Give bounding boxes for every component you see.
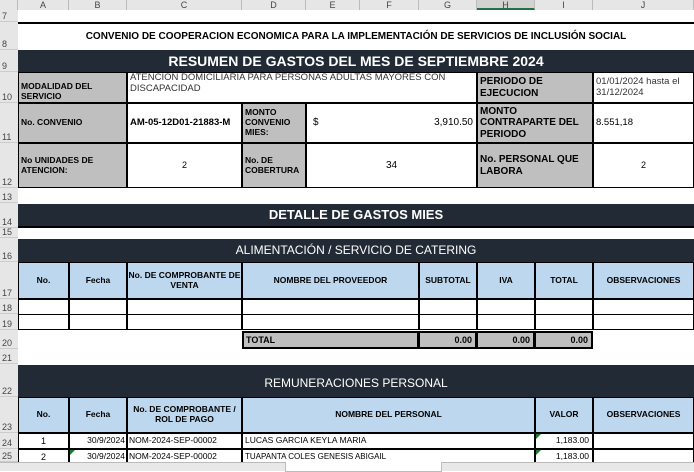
cell[interactable] xyxy=(419,314,477,330)
cell[interactable] xyxy=(242,314,419,330)
agreement-title: CONVENIO DE COOPERACION ECONOMICA PARA L… xyxy=(18,22,694,50)
row-header[interactable]: 16 xyxy=(0,238,18,262)
remuneraciones-title: REMUNERACIONES PERSONAL xyxy=(18,365,694,397)
error-indicator-icon xyxy=(536,434,541,439)
col-header-b[interactable]: B xyxy=(69,0,127,10)
row-header[interactable]: 11 xyxy=(0,103,18,143)
header-observaciones: OBSERVACIONES xyxy=(593,397,694,433)
row-header[interactable]: 13 xyxy=(0,188,18,203)
row-header[interactable]: 14 xyxy=(0,203,18,228)
header-total: TOTAL xyxy=(535,262,593,299)
row-header[interactable]: 22 xyxy=(0,364,18,397)
cell[interactable] xyxy=(593,299,694,315)
row-no[interactable]: 1 xyxy=(18,433,69,449)
col-header-c[interactable]: C xyxy=(127,0,242,10)
personal-label: No. PERSONAL QUE LABORA xyxy=(477,143,593,188)
row-valor[interactable]: 1,183.00 xyxy=(535,433,593,449)
total-total[interactable]: 0.00 xyxy=(535,331,593,349)
row-header[interactable]: 7 xyxy=(0,10,18,22)
row-header[interactable]: 9 xyxy=(0,50,18,72)
convenio-label: No. CONVENIO xyxy=(18,103,127,143)
convenio-value[interactable]: AM-05-12D01-21883-M xyxy=(127,103,242,143)
header-valor: VALOR xyxy=(535,397,593,433)
cell[interactable] xyxy=(69,299,127,315)
row-header[interactable]: 23 xyxy=(0,397,18,433)
periodo-label: PERIODO DE EJECUCION xyxy=(477,72,593,103)
row-header[interactable]: 19 xyxy=(0,314,18,330)
col-header-e[interactable]: E xyxy=(306,0,360,10)
row-header[interactable]: 24 xyxy=(0,433,18,449)
active-sheet-tab[interactable] xyxy=(285,462,442,472)
row-header[interactable]: 20 xyxy=(0,330,18,349)
summary-title: RESUMEN DE GASTOS DEL MES DE SEPTIEMBRE … xyxy=(18,50,694,72)
row-header[interactable]: 8 xyxy=(0,22,18,50)
error-indicator-icon xyxy=(70,450,75,455)
contraparte-value[interactable]: 8.551,18 xyxy=(593,103,694,143)
row-header[interactable]: 17 xyxy=(0,262,18,299)
header-no: No. xyxy=(18,397,69,433)
cobertura-value[interactable]: 34 xyxy=(306,143,477,188)
error-indicator-icon xyxy=(536,450,541,455)
row-header[interactable]: 10 xyxy=(0,72,18,103)
row-header[interactable]: 12 xyxy=(0,143,18,188)
header-subtotal: SUBTOTAL xyxy=(419,262,477,299)
cell[interactable] xyxy=(535,299,593,315)
header-iva: IVA xyxy=(477,262,535,299)
cobertura-label: No. DE COBERTURA xyxy=(242,143,306,188)
cell[interactable] xyxy=(477,299,535,315)
total-label: TOTAL xyxy=(242,331,419,349)
periodo-value[interactable]: 01/01/2024 hasta el 31/12/2024 xyxy=(593,72,694,103)
alimentacion-title: ALIMENTACIÓN / SERVICIO DE CATERING xyxy=(18,239,694,262)
cell[interactable] xyxy=(535,314,593,330)
cell[interactable] xyxy=(127,314,242,330)
unidades-value[interactable]: 2 xyxy=(127,143,242,188)
header-observaciones: OBSERVACIONES xyxy=(593,262,694,299)
cell[interactable] xyxy=(419,299,477,315)
row-nombre[interactable]: LUCAS GARCIA KEYLA MARIA xyxy=(242,433,535,449)
contraparte-label: MONTO CONTRAPARTE DEL PERIODO xyxy=(477,103,593,143)
modalidad-value[interactable]: ATENCIÓN DOMICILIARIA PARA PERSONAS ADUL… xyxy=(127,72,477,103)
row-fecha[interactable]: 30/9/2024 xyxy=(69,433,127,449)
modalidad-label: MODALIDAD DEL SERVICIO xyxy=(18,72,127,103)
cell[interactable] xyxy=(69,314,127,330)
monto-label: MONTO CONVENIO MIES: xyxy=(242,103,306,143)
header-proveedor: NOMBRE DEL PROVEEDOR xyxy=(242,262,419,299)
detalle-title: DETALLE DE GASTOS MIES xyxy=(18,204,694,228)
col-header-a[interactable]: A xyxy=(18,0,69,10)
row-header[interactable]: 18 xyxy=(0,299,18,314)
header-fecha: Fecha xyxy=(69,397,127,433)
monto-cell[interactable]: $3,910.50 xyxy=(306,103,477,143)
cell[interactable] xyxy=(127,299,242,315)
header-comprobante: No. DE COMPROBANTE / ROL DE PAGO xyxy=(127,397,242,433)
header-fecha: Fecha xyxy=(69,262,127,299)
header-nombre-personal: NOMBRE DEL PERSONAL xyxy=(242,397,535,433)
col-header-g[interactable]: G xyxy=(419,0,477,10)
unidades-label: No UNIDADES DE ATENCION: xyxy=(18,143,127,188)
personal-value[interactable]: 2 xyxy=(593,143,694,188)
row-header[interactable]: 15 xyxy=(0,227,18,238)
col-header-f[interactable]: F xyxy=(360,0,419,10)
cell[interactable] xyxy=(593,314,694,330)
monto-value: 3,910.50 xyxy=(434,117,473,129)
row-header[interactable]: 21 xyxy=(0,349,18,364)
cell[interactable] xyxy=(18,299,69,315)
currency-symbol: $ xyxy=(313,117,319,129)
cell[interactable] xyxy=(477,314,535,330)
col-header-d[interactable]: D xyxy=(242,0,306,10)
total-subtotal[interactable]: 0.00 xyxy=(419,331,477,349)
header-comprobante: No. DE COMPROBANTE DE VENTA xyxy=(127,262,242,299)
col-header-h[interactable]: H xyxy=(477,0,535,10)
col-header-j[interactable]: J xyxy=(593,0,694,10)
row-comprobante[interactable]: NOM-2024-SEP-00002 xyxy=(127,433,242,449)
cell[interactable] xyxy=(242,299,419,315)
total-iva[interactable]: 0.00 xyxy=(477,331,535,349)
row-header[interactable]: 25 xyxy=(0,449,18,462)
row-observaciones[interactable] xyxy=(593,433,694,449)
col-header-i[interactable]: I xyxy=(535,0,593,10)
header-no: No. xyxy=(18,262,69,299)
cell[interactable] xyxy=(18,314,69,330)
select-all[interactable] xyxy=(0,0,18,10)
